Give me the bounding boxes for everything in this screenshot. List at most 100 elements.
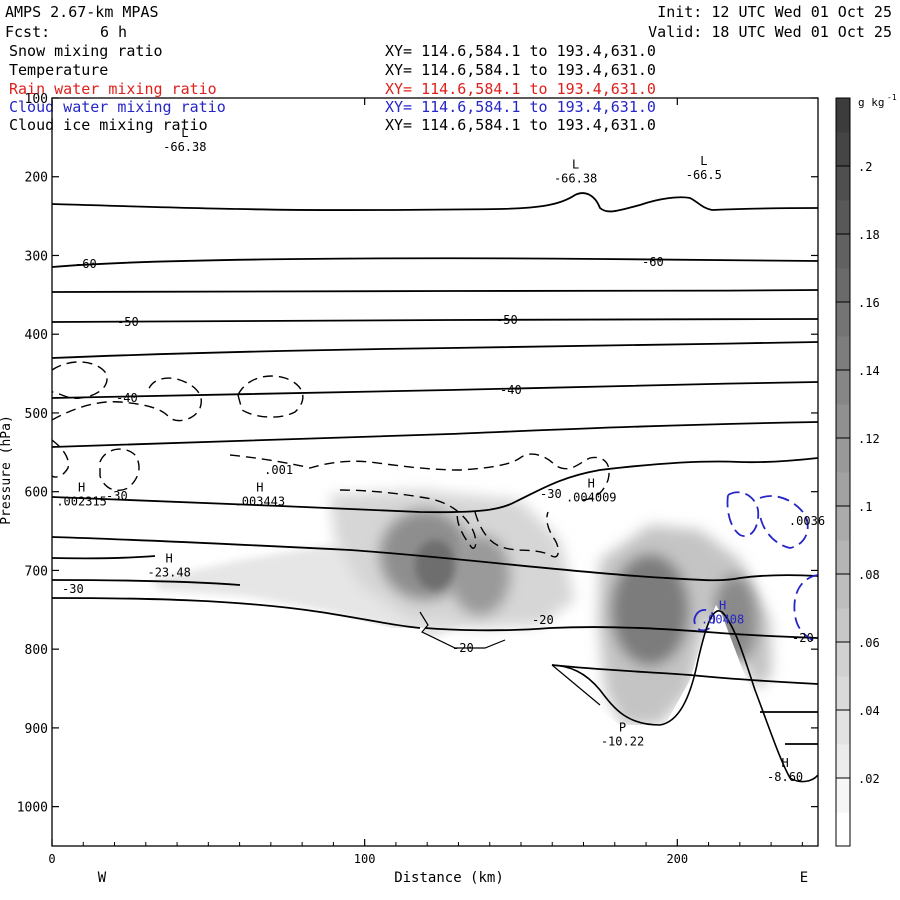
extremum-marker: H (719, 599, 726, 613)
x-tick-label: 200 (666, 852, 688, 866)
colorbar-swatch (836, 132, 850, 167)
y-tick-label: 900 (25, 722, 48, 737)
contour-label: -60 (642, 255, 664, 269)
colorbar-swatch (836, 744, 850, 779)
field-name: Snow mixing ratio (9, 42, 163, 60)
east-label: E (800, 870, 808, 886)
colorbar-swatch (836, 642, 850, 677)
colorbar-swatch (836, 676, 850, 711)
extremum-value: -66.5 (686, 168, 722, 182)
field-name: Cloud water mixing ratio (9, 98, 226, 116)
extremum-marker: H (78, 481, 85, 495)
axes: 100 200 300 400 500 600 700 800 900 1000 0 100 200 (17, 92, 819, 866)
field-xy: XY= 114.6,584.1 to 193.4,631.0 (385, 61, 656, 79)
extremum-value: .002315 (56, 495, 107, 509)
colorbar-swatch (836, 370, 850, 405)
contour-label: -20 (452, 641, 474, 655)
colorbar-swatch (836, 166, 850, 201)
extremum-marker: H (781, 756, 788, 770)
extremum-value: .003443 (235, 495, 286, 509)
extremum-value: .004009 (566, 491, 617, 505)
contour-label: -30 (62, 582, 84, 596)
y-tick-label: 700 (25, 564, 48, 579)
contour-label: -50 (117, 315, 139, 329)
extremum-value: -8.60 (767, 770, 803, 784)
colorbar-swatch (836, 608, 850, 643)
colorbar-swatch (836, 200, 850, 235)
colorbar-swatch (836, 472, 850, 507)
colorbar-swatch (836, 98, 850, 133)
field-xy: XY= 114.6,584.1 to 193.4,631.0 (385, 80, 656, 98)
x-tick-label: 100 (354, 852, 376, 866)
temperature-contours (52, 192, 818, 745)
y-tick-label: 400 (25, 328, 48, 343)
y-tick-label: 300 (25, 249, 48, 264)
colorbar-tick-label: .04 (858, 704, 880, 718)
y-tick-label: 800 (25, 643, 48, 658)
valid-time: Valid: 18 UTC Wed 01 Oct 25 (648, 23, 892, 41)
contour-label: -50 (496, 313, 518, 327)
extremum-marker: H (166, 551, 173, 565)
west-label: W (98, 870, 107, 886)
contour-label: -60 (75, 257, 97, 271)
contour-label: -30 (106, 489, 128, 503)
forecast-value: 6 h (100, 23, 128, 41)
y-tick-label: 1000 (17, 801, 48, 816)
extremum-marker: H (256, 481, 263, 495)
colorbar-tick-label: .16 (858, 296, 880, 310)
extremum-marker: L (700, 154, 707, 168)
y-tick-label: 100 (25, 92, 48, 107)
y-tick-label: 600 (25, 486, 48, 501)
extremum-marker: P (619, 721, 626, 735)
field-name: Cloud ice mixing ratio (9, 116, 208, 134)
colorbar-tick-label: .02 (858, 772, 880, 786)
model-title: AMPS 2.67-km MPAS (5, 3, 159, 21)
extremum-value: -66.38 (163, 140, 206, 154)
init-time: Init: 12 UTC Wed 01 Oct 25 (657, 3, 892, 21)
annotations: L-66.38L-66.38L-66.5H.002315H.003443H.00… (56, 126, 825, 784)
colorbar-tick-label: .18 (858, 228, 880, 242)
extremum-value: .0036 (789, 514, 825, 528)
extremum-marker: L (572, 158, 579, 172)
colorbar-frame (835, 97, 851, 847)
y-tick-label: 200 (25, 171, 48, 186)
forecast-label: Fcst: (5, 23, 51, 41)
terrain-line (419, 611, 506, 649)
colorbar-swatch (836, 438, 850, 473)
colorbar-swatch (836, 404, 850, 439)
colorbar-tick-label: .14 (858, 364, 880, 378)
extremum-value: .00408 (701, 613, 744, 627)
contour-label: -20 (792, 631, 814, 645)
contour-label: -40 (116, 391, 138, 405)
colorbar-swatch (836, 506, 850, 541)
field-name: Rain water mixing ratio (9, 80, 217, 98)
field-xy: XY= 114.6,584.1 to 193.4,631.0 (385, 42, 656, 60)
colorbar-swatch (836, 574, 850, 609)
colorbar-tick-label: .2 (858, 160, 872, 174)
contour-label: -40 (500, 383, 522, 397)
colorbar-tick-label: .12 (858, 432, 880, 446)
x-axis-label: Distance (km) (394, 870, 504, 886)
colorbar-swatch (836, 710, 850, 745)
colorbar-units-exponent: -1 (887, 93, 897, 102)
colorbar-swatch (836, 268, 850, 303)
extremum-value: -23.48 (147, 565, 190, 579)
y-tick-label: 500 (25, 407, 48, 422)
extremum-marker: L (181, 126, 188, 140)
cloud-ice-contours (52, 361, 610, 558)
colorbar-tick-label: .06 (858, 636, 880, 650)
field-xy: XY= 114.6,584.1 to 193.4,631.0 (385, 116, 656, 134)
snow-shading (52, 490, 818, 846)
plot-frame (51, 97, 819, 847)
colorbar-tick-label: .1 (858, 500, 872, 514)
extremum-value: .001 (264, 463, 293, 477)
colorbar-swatch (836, 540, 850, 575)
colorbar-units: g kg (858, 96, 885, 109)
cloud-water-contours (693, 491, 818, 643)
field-name: Temperature (9, 61, 109, 79)
extremum-value: -10.22 (601, 735, 644, 749)
colorbar-swatch (836, 812, 850, 847)
contour-labels: -60 -60 -50 -50 -40 -40 -30 -30 -30 -20 … (62, 255, 814, 655)
field-xy: XY= 114.6,584.1 to 193.4,631.0 (385, 98, 656, 116)
